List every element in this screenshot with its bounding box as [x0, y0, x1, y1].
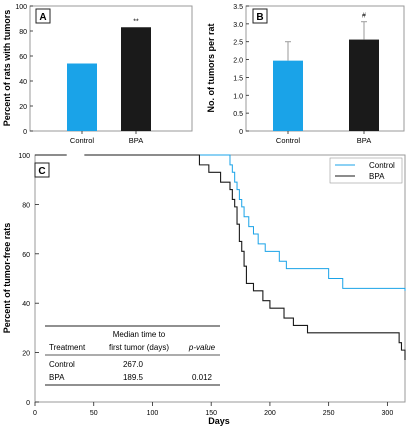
table-header-median-line1: Median time to [113, 330, 166, 339]
panel-c-xlabel: Days [208, 416, 230, 426]
a-significance-label: ** [133, 18, 139, 25]
b-xtick-label-bpa: BPA [357, 136, 371, 145]
c-series-bpa [35, 154, 406, 361]
legend-box [329, 157, 403, 184]
a-ytick-label: 100 [15, 4, 27, 11]
axis-break-mask [66, 153, 85, 159]
table-row-control-median: 267.0 [123, 360, 144, 369]
a-xtick-label-control: Control [70, 136, 95, 145]
b-bar-bpa [349, 39, 379, 132]
table-row-bpa-pvalue: 0.012 [192, 373, 213, 382]
panel-c: C Percent of tumor-free rats Days 0 20 40 6… [2, 153, 406, 426]
table-row-bpa-median: 189.5 [123, 373, 144, 382]
c-ytick-label: 20 [22, 351, 30, 358]
panel-a-xticks: Control BPA [70, 131, 143, 145]
table-header-median-line2: first tumor (days) [109, 343, 169, 352]
table-row-bpa-treatment: BPA [49, 373, 65, 382]
b-ytick-label: 2.5 [233, 40, 243, 47]
panel-b-letter-box [252, 8, 268, 24]
panel-a-yticks: 0 20 40 60 80 100 [15, 4, 33, 136]
b-ytick-label: 1.0 [233, 93, 243, 100]
a-ytick-label: 80 [19, 29, 27, 36]
a-bar-bpa [121, 27, 151, 131]
legend: Control BPA [329, 157, 403, 184]
panel-b-letter: B [256, 12, 263, 23]
panel-c-xticks: 0 50 100 150 200 250 300 [33, 402, 393, 417]
b-ytick-label: 0.5 [233, 111, 243, 118]
a-bar-control [67, 63, 97, 131]
a-ytick-label: 20 [19, 104, 27, 111]
panel-b-ylabel: No. of tumors per rat [206, 23, 216, 112]
panel-b-bars: # [273, 13, 379, 132]
c-xtick-label: 0 [33, 410, 37, 417]
panel-c-letter-box [34, 162, 50, 178]
panel-a-bars: ** [67, 18, 151, 131]
panel-b: B No. of tumors per rat 0 0.5 1.0 1.5 2.0 2.5… [206, 4, 405, 145]
b-ytick-label: 2.0 [233, 58, 243, 65]
panel-c-ylabel: Percent of tumor-free rats [2, 223, 12, 334]
b-ytick-label: 1.5 [233, 75, 243, 82]
b-xtick-label-control: Control [276, 136, 301, 145]
panel-b-yticks: 0 0.5 1.0 1.5 2.0 2.5 3.0 3.5 [233, 4, 249, 136]
panel-c-letter: C [38, 166, 45, 177]
b-ytick-label: 3.5 [233, 4, 243, 11]
c-xtick-label: 300 [382, 410, 394, 417]
legend-bpa-label: BPA [369, 172, 385, 181]
c-xtick-label: 250 [323, 410, 335, 417]
panel-a-ylabel: Percent of rats with tumors [2, 10, 12, 127]
panel-c-yticks: 0 20 40 60 80 100 [18, 153, 39, 407]
a-ytick-label: 60 [19, 54, 27, 61]
c-ytick-label: 40 [22, 301, 30, 308]
c-xtick-label: 200 [264, 410, 276, 417]
panel-a-letter-box [35, 8, 51, 24]
panel-a-frame [29, 5, 193, 132]
panel-c-series [35, 154, 406, 361]
a-ytick-label: 40 [19, 79, 27, 86]
c-ytick-label: 100 [18, 153, 30, 160]
legend-control-label: Control [369, 161, 395, 170]
b-ytick-label: 0 [239, 129, 243, 136]
median-table: Median time to Treatment first tumor (da… [42, 322, 224, 388]
c-xtick-label: 50 [90, 410, 98, 417]
c-xtick-label: 100 [147, 410, 159, 417]
c-series-control [35, 154, 406, 291]
panel-a: A Percent of rats with tumors 0 20 40 60 80 1… [2, 4, 193, 145]
b-ytick-label: 3.0 [233, 22, 243, 29]
c-ytick-label: 80 [22, 202, 30, 209]
c-xtick-label: 150 [205, 410, 217, 417]
panel-b-frame [245, 5, 405, 132]
table-header-treatment: Treatment [49, 343, 86, 352]
c-ytick-label: 60 [22, 252, 30, 259]
panel-a-letter: A [39, 12, 46, 23]
b-bar-control [273, 60, 303, 132]
a-xtick-label-bpa: BPA [129, 136, 143, 145]
c-ytick-label: 0 [26, 400, 30, 407]
b-significance-label: # [362, 13, 366, 20]
table-header-pvalue: p-value [188, 343, 216, 352]
panel-b-xticks: Control BPA [276, 131, 371, 145]
a-ytick-label: 0 [23, 129, 27, 136]
table-row-control-treatment: Control [49, 360, 75, 369]
